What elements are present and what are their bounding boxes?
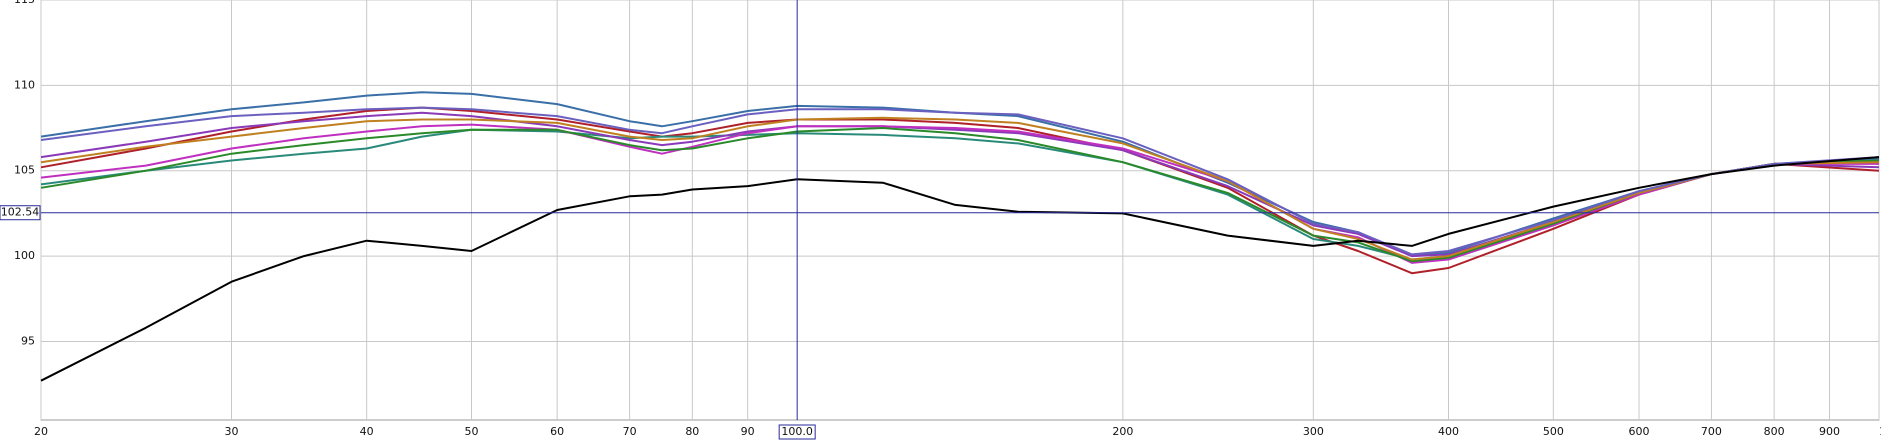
x-tick-label: 600 [1628,425,1649,438]
y-tick-label: 110 [14,78,35,91]
plot-area [40,0,1880,421]
x-tick-label: 90 [741,425,755,438]
x-tick-label: 1.0 [1879,425,1881,438]
cursor-x-label: 100.0 [781,425,813,438]
x-tick-label: 80 [685,425,699,438]
series-line [40,116,1880,261]
x-tick-label: 300 [1303,425,1324,438]
y-tick-label: 105 [14,164,35,177]
x-tick-label: 50 [465,425,479,438]
x-tick-label: 500 [1543,425,1564,438]
cursor-y-box [0,205,41,221]
series-line [40,106,1880,256]
y-tick-label: 95 [21,334,35,347]
cursor-y-label: 102.54 [1,206,40,219]
series-line [40,123,1879,264]
x-tick-label: 700 [1701,425,1722,438]
series-line [40,156,1880,382]
x-tick-label: 40 [360,425,374,438]
x-tick-label: 800 [1764,425,1785,438]
y-tick-label: 115 [14,0,35,6]
x-tick-label: 900 [1819,425,1840,438]
x-tick-label: 200 [1112,425,1133,438]
x-tick-label: 60 [550,425,564,438]
y-tick-label: 100 [14,249,35,262]
series-line [40,127,1880,263]
cursor-x-box [778,424,816,440]
x-tick-label: 70 [623,425,637,438]
series-line [40,106,1880,275]
x-tick-label: 20 [34,425,48,438]
x-tick-label: 30 [225,425,239,438]
x-tick-label: 400 [1438,425,1459,438]
